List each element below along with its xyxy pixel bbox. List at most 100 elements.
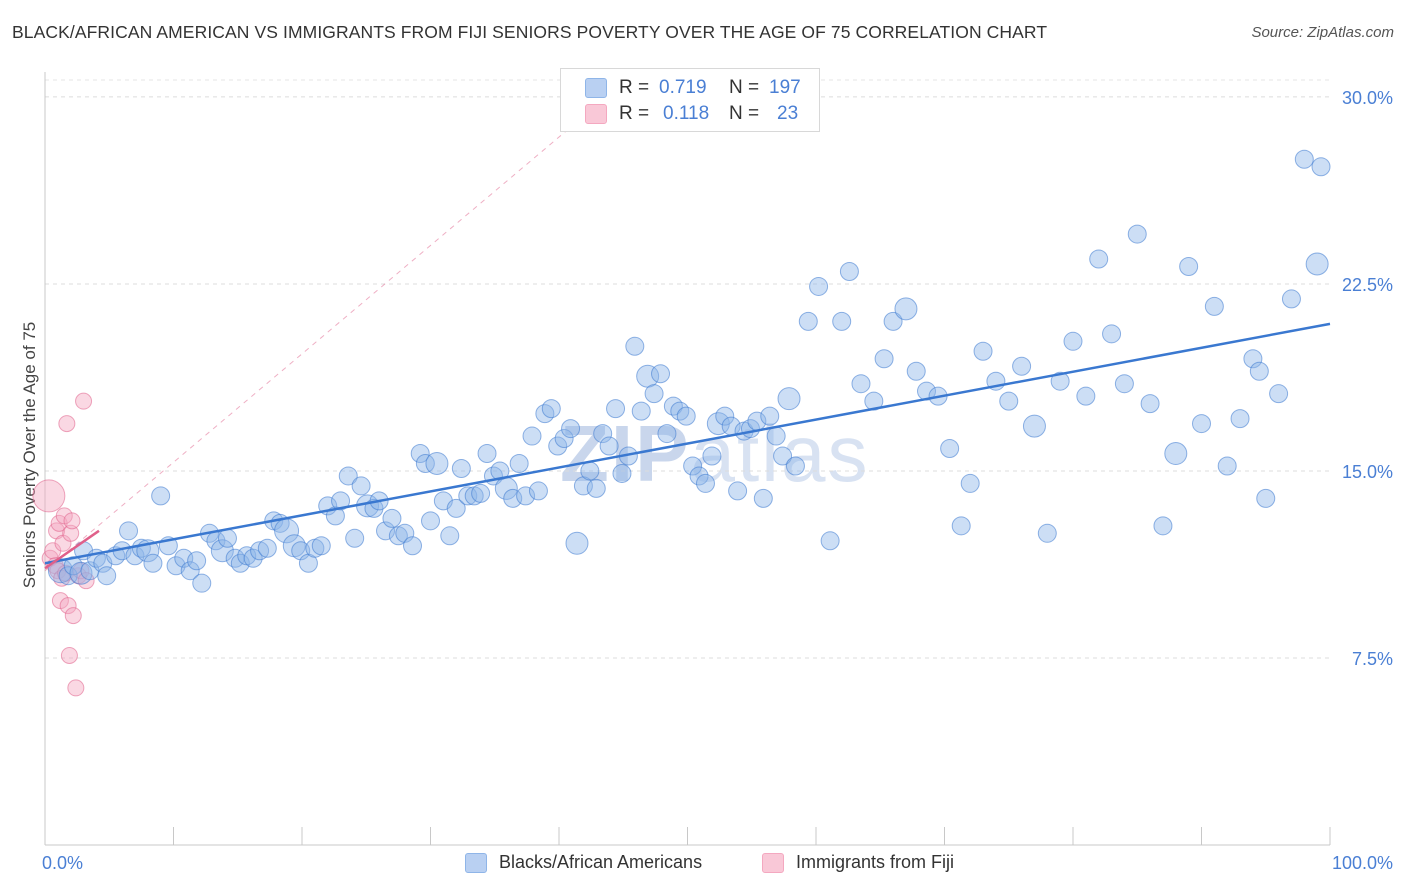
data-point-black: [951, 516, 971, 536]
data-point-black: [651, 364, 671, 384]
data-point-black: [565, 531, 589, 555]
data-point-black: [715, 406, 735, 426]
data-point-black: [541, 399, 561, 419]
correlation-legend: R = 0.719 N = 197 R = 0.118 N = 23: [560, 68, 820, 132]
data-point-black: [180, 561, 200, 581]
data-point-black: [338, 466, 358, 486]
data-point-black: [425, 451, 449, 475]
data-point-black: [1305, 252, 1329, 276]
chart-title: BLACK/AFRICAN AMERICAN VS IMMIGRANTS FRO…: [12, 22, 1048, 42]
data-point-black: [1230, 409, 1250, 429]
data-point-black: [1050, 371, 1070, 391]
data-point-black: [1102, 324, 1122, 344]
legend-item-fiji: Immigrants from Fiji: [762, 852, 954, 873]
data-point-black: [217, 528, 237, 548]
data-point-black: [728, 481, 748, 501]
data-point-black: [554, 429, 574, 449]
data-point-black: [477, 444, 497, 464]
legend-row-fiji: R = 0.118 N = 23: [585, 103, 798, 125]
data-point-fiji: [32, 479, 66, 513]
data-point-black: [1269, 384, 1289, 404]
x-tick-label: 100.0%: [1332, 853, 1393, 873]
y-tick-label: 30.0%: [1342, 88, 1393, 108]
legend-n-label: N =: [729, 103, 760, 124]
legend-r-label: R =: [619, 77, 650, 98]
data-point-black: [522, 426, 542, 446]
data-point-black: [1140, 394, 1160, 414]
data-point-black: [192, 573, 212, 593]
data-point-black: [606, 399, 626, 419]
data-point-black: [773, 446, 793, 466]
data-point-black: [864, 391, 884, 411]
data-point-fiji: [59, 597, 77, 615]
legend-n-value: 197: [769, 77, 801, 98]
data-point-black: [766, 426, 786, 446]
data-point-black: [403, 536, 423, 556]
data-point-black: [785, 456, 805, 476]
data-point-black: [798, 311, 818, 331]
data-point-black: [151, 486, 171, 506]
data-point-black: [210, 539, 234, 563]
data-point-black: [509, 453, 529, 473]
data-point-black: [999, 391, 1019, 411]
data-point-black: [1164, 442, 1188, 466]
data-point-black: [421, 511, 440, 531]
data-point-black: [325, 506, 345, 526]
data-point-black: [1153, 516, 1173, 536]
data-point-black: [1294, 149, 1314, 169]
legend-swatch-pink: [585, 104, 607, 124]
data-point-black: [644, 384, 664, 404]
x-tick-label: 0.0%: [42, 853, 83, 873]
data-point-black: [586, 478, 606, 498]
data-point-black: [753, 488, 773, 508]
data-point-black: [1012, 356, 1032, 376]
data-point-fiji: [62, 524, 80, 542]
data-point-black: [440, 526, 460, 546]
y-tick-label: 15.0%: [1342, 462, 1393, 482]
data-point-black: [676, 406, 696, 426]
data-point-black: [874, 349, 894, 369]
data-point-black: [1311, 157, 1331, 177]
data-point-black: [345, 528, 365, 548]
data-point-black: [1249, 361, 1269, 381]
data-point-black: [593, 424, 613, 444]
trend-lines: [44, 322, 1331, 570]
data-point-black: [883, 311, 903, 331]
data-point-black: [612, 463, 632, 483]
data-point-black: [1063, 331, 1083, 351]
data-point-black: [415, 453, 435, 473]
data-point-black: [528, 481, 548, 501]
data-point-black: [1204, 296, 1224, 316]
data-point-black: [1037, 523, 1057, 543]
legend-r-value: 0.719: [659, 77, 707, 98]
data-point-black: [119, 521, 139, 541]
data-point-black: [471, 483, 491, 503]
series-legend: Blacks/African Americans Immigrants from…: [0, 852, 1406, 878]
data-point-black: [663, 396, 683, 416]
data-point-black: [631, 401, 651, 421]
data-point-black: [657, 424, 677, 444]
data-point-black: [580, 461, 600, 481]
data-point-fiji: [77, 572, 95, 590]
legend-swatch-blue: [465, 852, 487, 873]
data-point-black: [1076, 386, 1096, 406]
data-point-black: [230, 553, 250, 573]
source-label: Source: ZipAtlas.com: [1251, 24, 1394, 41]
data-point-black: [548, 436, 568, 456]
data-point-black: [1127, 224, 1147, 244]
data-point-black: [777, 387, 801, 411]
axes: [44, 72, 1331, 846]
data-point-black: [1179, 256, 1199, 276]
data-point-black: [1256, 488, 1276, 508]
data-point-black: [670, 401, 690, 421]
data-point-black: [257, 538, 277, 558]
data-point-black: [820, 531, 840, 551]
data-point-black: [839, 261, 859, 281]
data-point-black: [832, 311, 852, 331]
data-point-black: [625, 336, 645, 356]
legend-swatch-blue: [585, 78, 607, 98]
data-point-black: [250, 541, 270, 561]
data-point-black: [351, 476, 371, 496]
trend-line-black: [44, 322, 1331, 565]
legend-label-fiji: Immigrants from Fiji: [796, 852, 955, 872]
